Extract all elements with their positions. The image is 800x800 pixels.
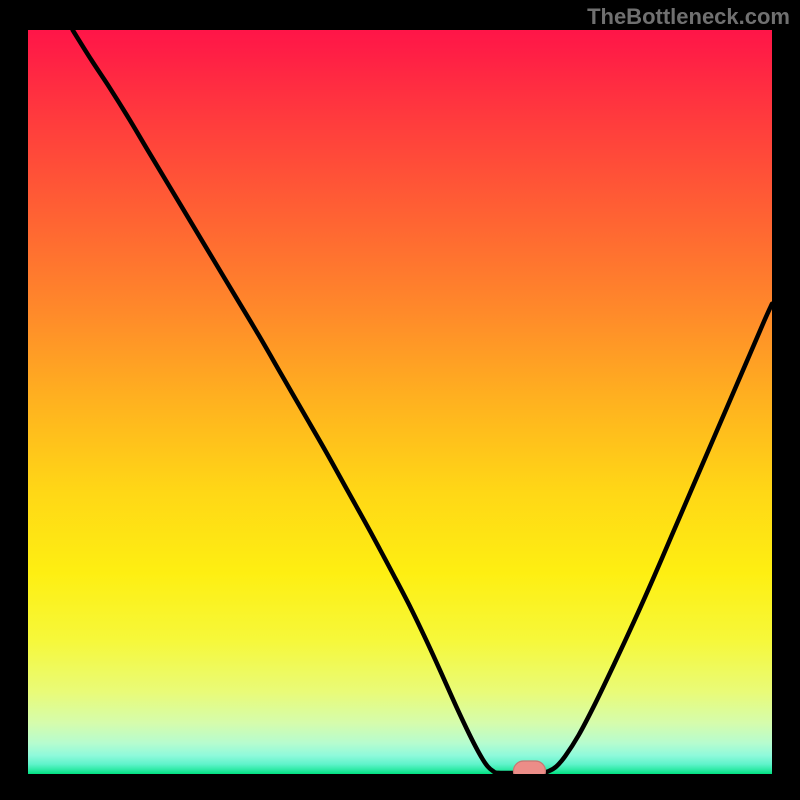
watermark-text: TheBottleneck.com: [587, 4, 790, 30]
optimal-marker: [513, 761, 545, 774]
chart-background: [28, 30, 772, 774]
outer-frame: TheBottleneck.com: [0, 0, 800, 800]
chart-plot: [28, 30, 772, 774]
